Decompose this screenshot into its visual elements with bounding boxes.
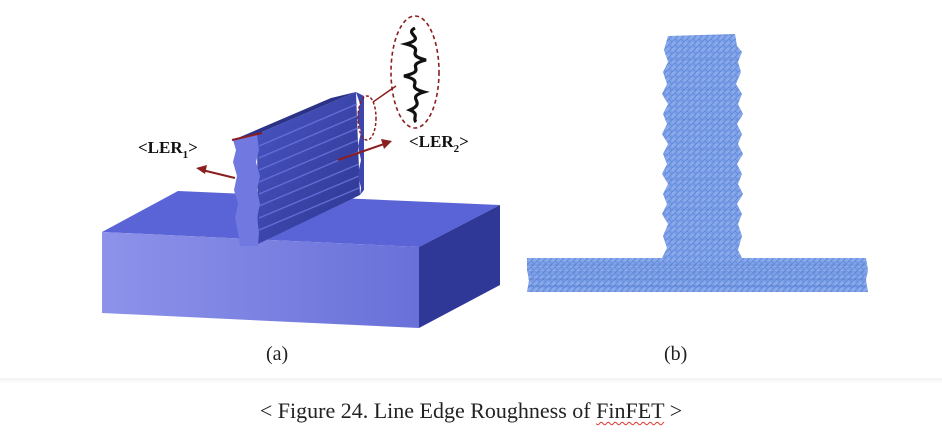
figure-caption: < Figure 24. Line Edge Roughness of FinF… [0,398,942,424]
caption-prefix: < Figure 24. Line Edge Roughness of [259,398,597,423]
panel-b-label: (b) [664,343,688,365]
ler2-label: <LER2> [409,132,469,155]
finfet-3d-model: <LER1> <LER2> [102,15,500,328]
substrate-front-face [102,232,419,328]
mesh-fin-column [662,34,743,258]
finfet-mesh-cross-section [527,34,868,292]
fin-top-face [233,92,356,140]
ler1-label: <LER1> [138,138,198,161]
fin-side-face [257,92,360,244]
ler-roughness-waveform [399,26,430,124]
panel-a-label: (a) [266,343,289,365]
fin-front-face [233,134,260,246]
ler-zoom-marker [357,95,377,141]
caption-spellcheck-word[interactable]: FinFET [596,398,665,423]
figure-bottom-edge [0,378,942,384]
caption-suffix: > [664,398,683,423]
figure-illustration: <LER1> <LER2> [102,15,868,328]
caption-area [0,380,942,446]
figure: <LER1> <LER2> [102,15,868,365]
substrate-side-face [419,205,500,328]
mesh-base [527,258,868,292]
